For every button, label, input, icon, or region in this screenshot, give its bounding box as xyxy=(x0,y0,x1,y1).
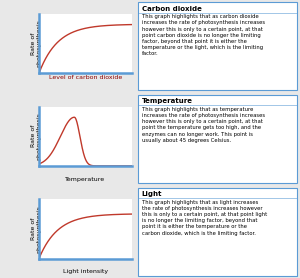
Text: Light intensity: Light intensity xyxy=(63,269,108,274)
Text: Temperature: Temperature xyxy=(65,177,106,182)
Text: This graph highlights that as light increases
the rate of photosynthesis increas: This graph highlights that as light incr… xyxy=(142,200,267,235)
Y-axis label: Rate of
photosynthesis: Rate of photosynthesis xyxy=(31,205,42,253)
Text: This graph highlights that as temperature
increases the rate of photosynthesis i: This graph highlights that as temperatur… xyxy=(142,107,265,143)
Text: Level of carbon dioxide: Level of carbon dioxide xyxy=(49,75,122,80)
Text: Temperature: Temperature xyxy=(142,98,193,104)
Text: Light: Light xyxy=(142,191,162,197)
Text: Carbon dioxide: Carbon dioxide xyxy=(142,6,202,12)
Y-axis label: Rate of
photosynthesis: Rate of photosynthesis xyxy=(31,112,42,160)
Text: This graph highlights that as carbon dioxide
increases the rate of photosynthesi: This graph highlights that as carbon dio… xyxy=(142,14,265,56)
Y-axis label: Rate of
photosynthesis: Rate of photosynthesis xyxy=(31,20,42,68)
